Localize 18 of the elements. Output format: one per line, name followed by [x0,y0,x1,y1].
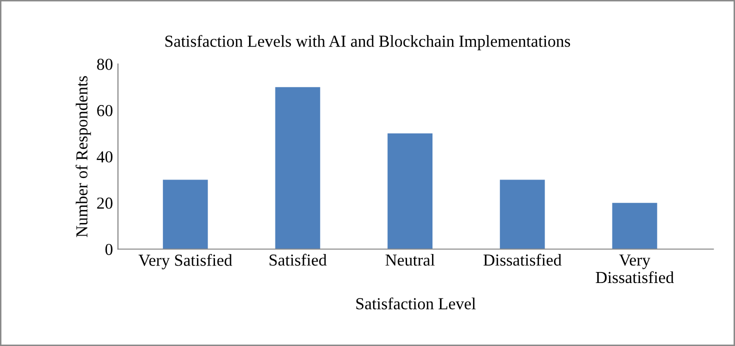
bar [275,87,320,250]
y-tick-label: 60 [97,104,112,116]
y-tick-label: 20 [97,198,112,209]
y-tick-label: 0 [105,244,112,256]
y-axis-title: Number of Respondents [76,76,91,238]
x-tick-label: Very Dissatisfied [596,254,674,284]
x-tick-label: Very Satisfied [138,254,232,270]
bar [162,180,208,250]
x-tick-label: Neutral [386,254,435,266]
y-tick-label: 80 [97,58,112,70]
bar [388,133,432,250]
bar [500,180,545,250]
bar [612,202,658,250]
x-axis-title: Satisfaction Level [356,297,476,310]
chart-title: Satisfaction Levels with AI and Blockchain Implementations [165,34,570,50]
x-tick-label: Dissatisfied [483,254,562,266]
x-tick-label: Satisfied [270,254,327,266]
y-tick-label: 40 [96,151,112,163]
